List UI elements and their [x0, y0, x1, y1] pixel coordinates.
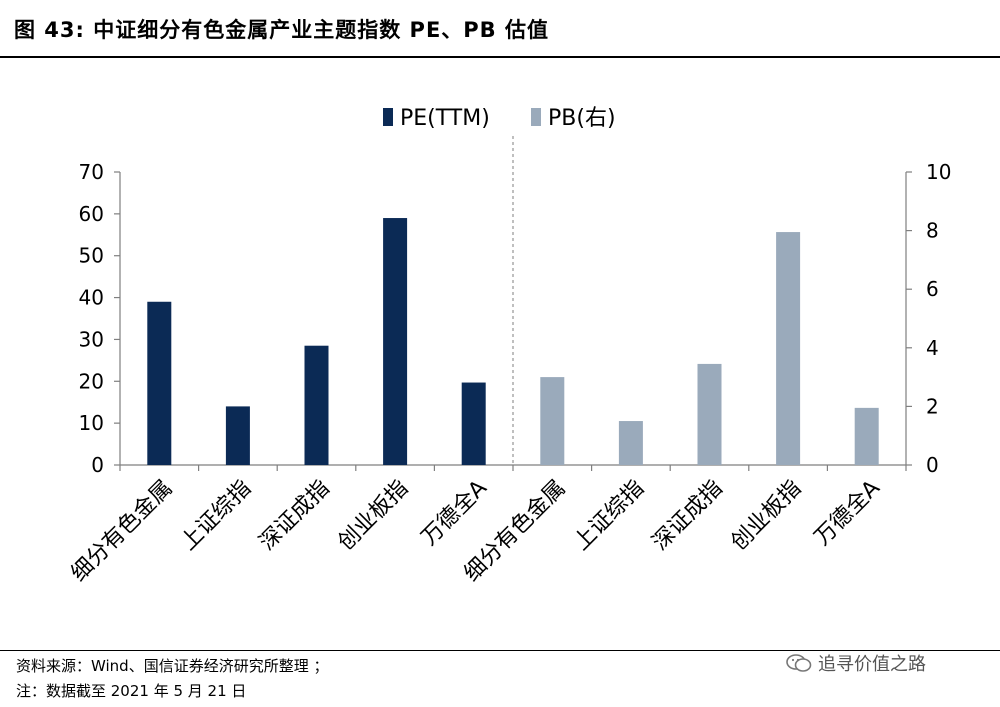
- x-tick-label: 万德全A: [810, 476, 885, 551]
- watermark: 追寻价值之路: [786, 650, 926, 676]
- x-tick-label: 深证成指: [255, 476, 335, 556]
- y-right-tick-label: 4: [926, 336, 939, 360]
- bar-pb: [697, 363, 722, 465]
- x-tick-label: 细分有色金属: [67, 476, 178, 587]
- legend-label: PB(右): [548, 106, 616, 131]
- legend-swatch: [383, 108, 393, 126]
- bar-pb: [776, 232, 801, 465]
- y-left-tick-label: 60: [79, 202, 104, 226]
- footer-divider: [0, 650, 1000, 651]
- title-bar: 图 43: 中证细分有色金属产业主题指数 PE、PB 估值: [0, 0, 1000, 58]
- y-right-tick-label: 0: [926, 453, 939, 477]
- pe-pb-chart: 0102030405060700246810细分有色金属上证综指深证成指创业板指…: [67, 106, 952, 587]
- watermark-text: 追寻价值之路: [818, 654, 926, 675]
- bar-pe: [147, 301, 172, 465]
- x-tick-label: 万德全A: [417, 476, 492, 551]
- y-right-tick-label: 10: [926, 160, 951, 184]
- y-right-tick-label: 2: [926, 394, 939, 418]
- source-note: 资料来源：Wind、国信证券经济研究所整理 ；: [16, 657, 329, 675]
- title-divider: [0, 56, 1000, 58]
- x-tick-label: 上证综指: [176, 476, 256, 556]
- bar-pe: [225, 406, 250, 465]
- y-left-tick-label: 0: [91, 453, 104, 477]
- legend-swatch: [531, 108, 541, 126]
- y-left-tick-label: 70: [79, 160, 104, 184]
- bar-pb: [618, 421, 643, 465]
- y-left-tick-label: 20: [79, 369, 104, 393]
- y-left-tick-label: 10: [79, 411, 104, 435]
- date-note: 注：数据截至 2021 年 5 月 21 日: [16, 682, 247, 700]
- bar-pe: [304, 345, 329, 465]
- x-tick-label: 上证综指: [569, 476, 649, 556]
- wechat-icon: [786, 654, 812, 672]
- x-tick-label: 创业板指: [333, 476, 413, 556]
- y-left-tick-label: 40: [79, 286, 104, 310]
- y-left-tick-label: 50: [79, 244, 104, 268]
- x-tick-label: 创业板指: [726, 476, 806, 556]
- bar-pe: [383, 218, 408, 465]
- page-title: 图 43: 中证细分有色金属产业主题指数 PE、PB 估值: [14, 18, 549, 42]
- chart-container: 0 10 20 30 40 50 60 70 0 2 4 6 8 10 细分有色金属 上证综指 深证成指 创业板指…: [0, 58, 1000, 650]
- bar-pb: [854, 407, 879, 465]
- legend-label: PE(TTM): [400, 106, 490, 131]
- bar-pe: [461, 382, 486, 465]
- bar-pb: [540, 377, 565, 465]
- y-left-tick-label: 30: [79, 327, 104, 351]
- y-right-tick-label: 6: [926, 277, 939, 301]
- x-tick-label: 深证成指: [648, 476, 728, 556]
- y-right-tick-label: 8: [926, 219, 939, 243]
